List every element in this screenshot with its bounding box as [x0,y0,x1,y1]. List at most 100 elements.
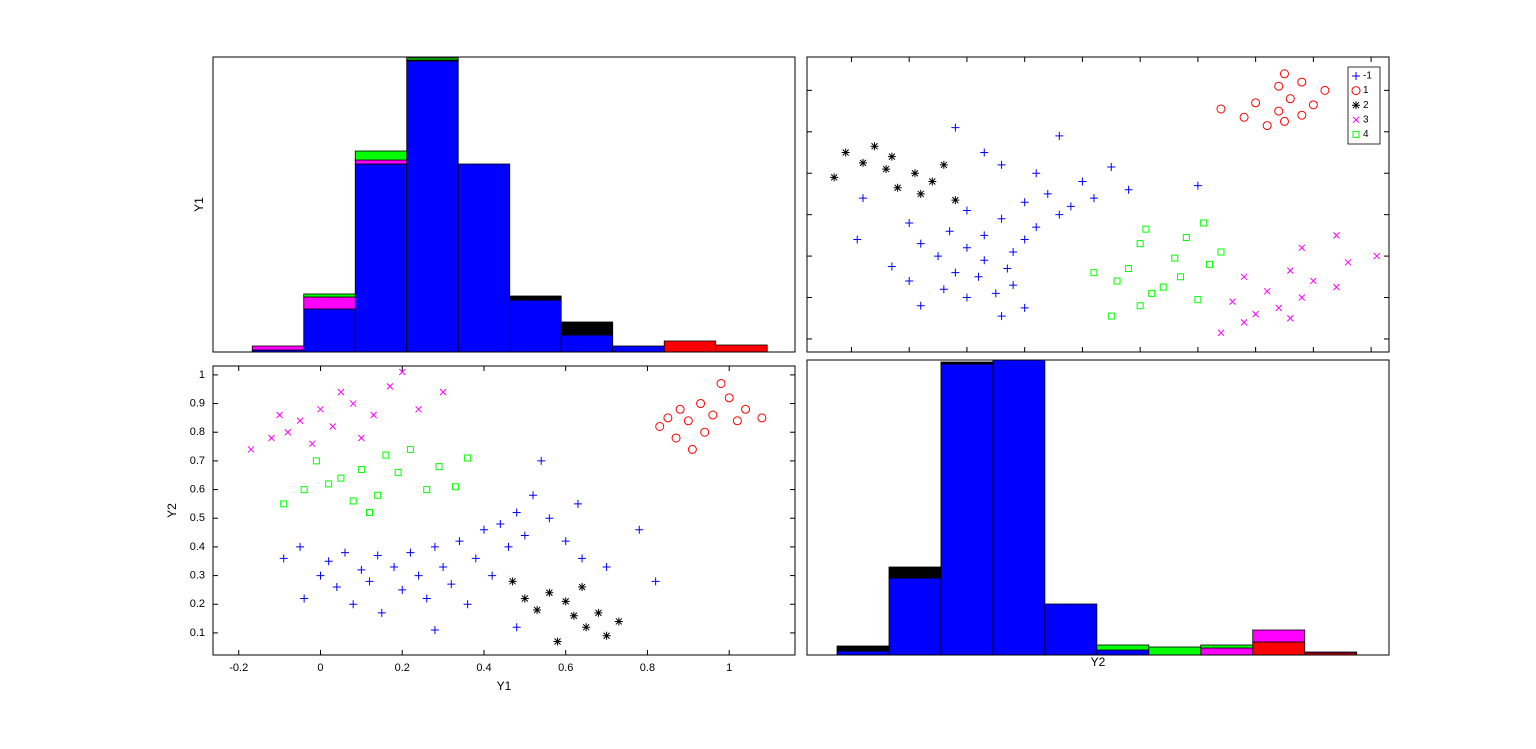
scatter-point [398,368,406,376]
histogram-bar [612,345,665,353]
scatter-point [386,383,394,390]
scatter-point [1009,281,1018,290]
scatter-point [349,497,357,505]
scatter-point [451,483,459,491]
scatter-point [991,289,1000,298]
scatter-point [337,474,345,482]
scatter-point [905,276,914,285]
histogram-bar [663,340,717,353]
scatter-point [439,388,447,396]
scatter-point [300,486,308,494]
scatter-point [683,416,693,426]
scatter-point [1274,81,1284,91]
scatter-point [300,594,309,603]
scatter-point [1125,265,1133,273]
scatter-point [280,500,288,508]
scatter-point [687,444,697,454]
scatter-point [1279,116,1289,126]
scatter-point [504,542,513,551]
scatter-point [1333,283,1340,291]
scatter-point [561,537,570,546]
scatter-point [716,378,726,388]
scatter-point [1310,277,1317,285]
scatter-point [1344,258,1352,266]
histogram-bar [836,645,890,652]
x-tick-label: 0 [317,662,323,674]
scatter-point [1239,112,1249,122]
scatter-point [296,542,305,551]
scatter-point [414,571,423,580]
scatter-point [296,417,304,425]
scatter-point [325,480,333,488]
scatter-point [512,508,521,517]
histogram-bar [940,363,994,656]
scatter-point [324,557,333,566]
scatter-point [962,293,971,302]
legend-label: -1 [1363,71,1372,82]
scatter-point [1193,181,1202,190]
scatter-point [1279,69,1289,79]
scatter-point [1252,310,1259,318]
scatter-point [471,554,480,563]
y-tick-label: 0.9 [190,397,205,409]
y-tick-label: 0.7 [190,455,205,467]
scatter-point [406,445,414,453]
scatter-point [578,554,587,563]
scatter-point [358,434,365,442]
scatter-point [893,183,902,192]
histogram-bar [509,295,562,301]
scatter-point [1107,312,1115,320]
scatter-point [423,486,431,494]
legend-label: 1 [1363,85,1369,96]
scatter-point [329,423,337,430]
scatter-point [377,608,386,617]
scatter-point [887,262,896,271]
scatter-point [529,491,538,500]
plot-frame [806,359,1390,656]
legend-marker [1352,116,1360,124]
scatter-point [247,446,255,453]
scatter-point [455,537,464,546]
scatter-point [997,214,1006,223]
y-axis-label: Y2 [165,503,179,518]
scatter-point [447,580,456,589]
x-tick-label: 0.6 [558,662,573,674]
scatter-point [1136,240,1144,248]
scatter-point [394,468,402,476]
scatter-point [859,158,868,167]
scatter-point [1043,189,1052,198]
scatter-point [1240,273,1248,281]
scatter-point [398,585,407,594]
histogram-bar [509,299,562,353]
scatter-point [1142,225,1150,233]
scatter-point [479,525,488,534]
scatter-point [496,519,505,528]
legend-marker [1351,86,1361,96]
scatter-point [1090,269,1098,277]
scatter-point [910,169,919,178]
scatter-point [520,531,529,540]
y-tick-label: 0.5 [190,512,205,524]
y-tick-label: 0.1 [190,627,205,639]
scatter-point [724,393,734,403]
scatter-point [887,152,896,161]
scatter-point [545,588,554,597]
scatter-point [508,577,517,586]
histogram-bar [1304,651,1358,654]
scatter-point [349,400,357,407]
scatter-point [663,413,673,423]
scatter-point [962,206,971,215]
scatter-point [422,594,431,603]
histogram-bar [303,296,356,310]
scatter-point [905,218,914,227]
scatter-point [520,594,529,603]
histogram-bar [715,344,768,353]
scatter-point [696,399,706,409]
scatter-point [1286,267,1294,274]
scatter-point [1308,100,1318,110]
scatter-point [1217,329,1225,337]
scatter-point [1297,110,1307,120]
histogram-bar [940,361,994,365]
scatter-point [370,411,377,419]
scatter-point [1285,94,1295,104]
